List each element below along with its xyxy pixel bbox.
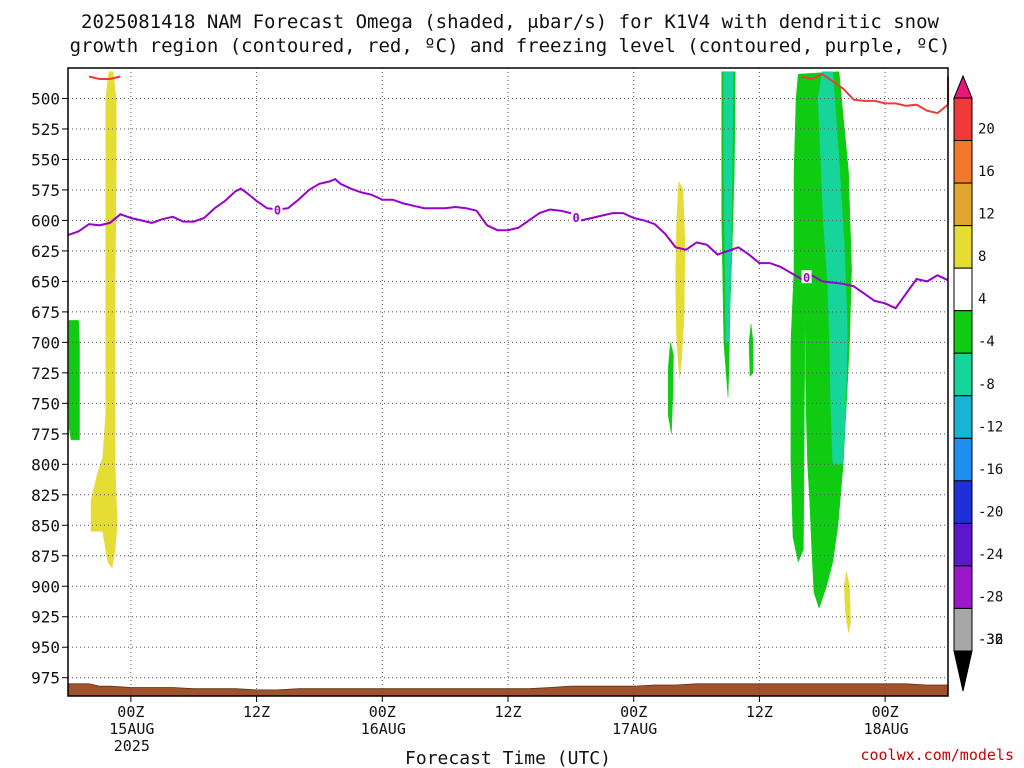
x-tick-label-6-1: 18AUG bbox=[864, 720, 909, 738]
y-tick-label-625: 625 bbox=[31, 242, 60, 261]
x-tick-label-3-0: 12Z bbox=[494, 703, 521, 721]
colorbar: 20 16 12 8 4 -4 -8 -12 -16 -20 -24 -28 -32-36 bbox=[953, 74, 1003, 692]
x-tick-label-0-0: 00Z bbox=[117, 703, 144, 721]
colorbar-label-6: -8 bbox=[978, 377, 995, 393]
omega-region-8 bbox=[723, 71, 734, 343]
colorbar-label-5: -4 bbox=[978, 334, 995, 350]
chart-title-line-1: 2025081418 NAM Forecast Omega (shaded, μ… bbox=[81, 11, 939, 33]
chart-title-line-2: growth region (contoured, red, ºC) and f… bbox=[70, 35, 951, 57]
y-tick-label-975: 975 bbox=[31, 669, 60, 688]
colorbar-label-8: -16 bbox=[978, 462, 1003, 478]
y-tick-label-800: 800 bbox=[31, 455, 60, 474]
colorbar-bin-12 bbox=[953, 607, 973, 652]
y-tick-label-500: 500 bbox=[31, 89, 60, 108]
y-tick-label-725: 725 bbox=[31, 364, 60, 383]
colorbar-bin-11 bbox=[953, 565, 973, 609]
x-tick-label-0-2: 2025 bbox=[114, 737, 150, 755]
plot-area: 0 0 0 bbox=[67, 67, 949, 697]
x-tick-label-4-1: 17AUG bbox=[612, 720, 657, 738]
omega-region-4 bbox=[668, 342, 674, 434]
colorbar-label-12: -32 bbox=[978, 632, 1003, 648]
y-tick-label-825: 825 bbox=[31, 486, 60, 505]
colorbar-label-1: 16 bbox=[978, 164, 995, 180]
colorbar-bin-1 bbox=[953, 140, 973, 184]
omega-region-6 bbox=[748, 324, 754, 378]
freezing-level-label-bg-1 bbox=[571, 209, 582, 223]
x-tick-label-2-0: 00Z bbox=[369, 703, 396, 721]
colorbar-bin-3 bbox=[953, 225, 973, 269]
x-tick-label-2-1: 16AUG bbox=[361, 720, 406, 738]
y-tick-label-950: 950 bbox=[31, 638, 60, 657]
terrain-layer bbox=[67, 683, 949, 697]
y-tick-label-600: 600 bbox=[31, 211, 60, 230]
omega-region-9 bbox=[817, 71, 848, 465]
freezing-level-label-1: 0 bbox=[572, 211, 579, 225]
y-tick-label-700: 700 bbox=[31, 333, 60, 352]
y-tick-label-650: 650 bbox=[31, 272, 60, 291]
colorbar-label-0: 20 bbox=[978, 122, 995, 138]
credit-text: coolwx.com/models bbox=[860, 746, 1014, 764]
colorbar-label-7: -12 bbox=[978, 419, 1003, 435]
colorbar-label-11: -28 bbox=[978, 589, 1003, 605]
freezing-level-label-2: 0 bbox=[803, 271, 810, 285]
colorbar-bin-2 bbox=[953, 182, 973, 227]
freezing-level-label-bg-0 bbox=[272, 202, 283, 216]
y-tick-label-550: 550 bbox=[31, 150, 60, 169]
freezing-level-label-0: 0 bbox=[274, 203, 281, 217]
y-axis: 500 525 550 575 600 625 650 675 700 725 750 775 800 8… bbox=[31, 89, 68, 688]
colorbar-label-3: 8 bbox=[978, 249, 986, 265]
colorbar-bin-8 bbox=[953, 437, 973, 482]
y-tick-label-750: 750 bbox=[31, 394, 60, 413]
colorbar-label-9: -20 bbox=[978, 504, 1003, 520]
colorbar-bin-7 bbox=[953, 395, 973, 439]
y-tick-label-925: 925 bbox=[31, 608, 60, 627]
colorbar-bin-6 bbox=[953, 352, 973, 397]
x-tick-label-0-1: 15AUG bbox=[109, 720, 154, 738]
colorbar-bin-10 bbox=[953, 522, 973, 567]
terrain-fill bbox=[67, 683, 949, 697]
y-tick-label-875: 875 bbox=[31, 547, 60, 566]
freezing-level-label-bg-2 bbox=[801, 270, 812, 284]
grid-layer bbox=[68, 68, 948, 696]
contour-layer: 0 0 0 bbox=[67, 72, 949, 310]
freezing-level-contour bbox=[67, 177, 949, 310]
y-tick-label-850: 850 bbox=[31, 516, 60, 535]
y-tick-label-900: 900 bbox=[31, 577, 60, 596]
colorbar-bin-0 bbox=[953, 97, 973, 142]
colorbar-label-2: 12 bbox=[978, 207, 995, 223]
x-tick-label-5-0: 12Z bbox=[746, 703, 773, 721]
y-tick-label-675: 675 bbox=[31, 303, 60, 322]
colorbar-bin-9 bbox=[953, 480, 973, 524]
y-tick-label-775: 775 bbox=[31, 425, 60, 444]
colorbar-bottom-arrow bbox=[953, 650, 973, 692]
x-axis-label: Forecast Time (UTC) bbox=[405, 748, 611, 768]
colorbar-bin-4 bbox=[953, 267, 973, 312]
x-tick-label-4-0: 00Z bbox=[620, 703, 647, 721]
colorbar-label-4: 4 bbox=[978, 292, 986, 308]
y-tick-label-525: 525 bbox=[31, 120, 60, 139]
dendritic-contour-0 bbox=[88, 75, 121, 80]
omega-shading-layer bbox=[68, 71, 852, 633]
colorbar-top-arrow bbox=[953, 74, 973, 99]
colorbar-label-10: -24 bbox=[978, 547, 1003, 563]
omega-region-3 bbox=[68, 320, 80, 441]
x-tick-label-6-0: 00Z bbox=[872, 703, 899, 721]
colorbar-bin-5 bbox=[953, 310, 973, 354]
x-tick-label-1-0: 12Z bbox=[243, 703, 270, 721]
y-tick-label-575: 575 bbox=[31, 181, 60, 200]
colorbar-label-13: -36 bbox=[978, 632, 1003, 648]
